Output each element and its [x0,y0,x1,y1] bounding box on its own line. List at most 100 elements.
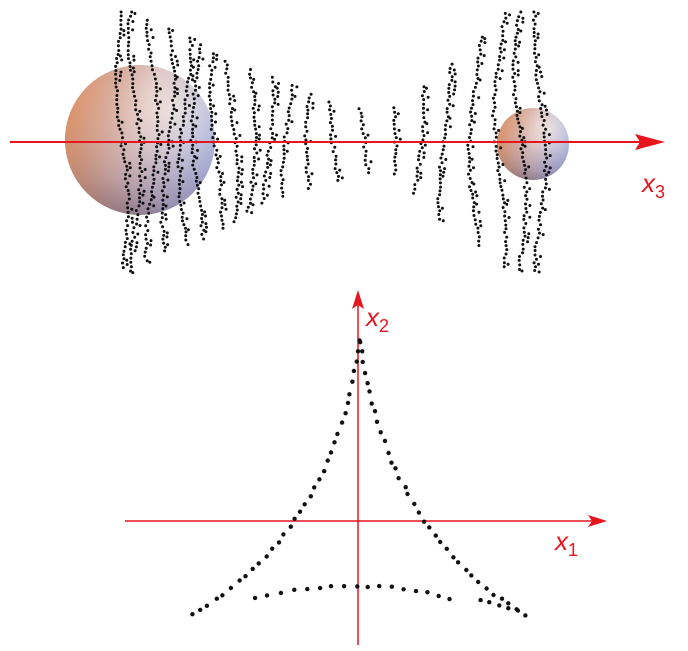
point [329,112,333,116]
point [114,64,118,68]
point [442,144,446,148]
point [542,91,546,95]
point [141,193,145,197]
point [496,161,500,165]
point [167,27,171,31]
point [275,86,279,90]
point [160,216,164,220]
point [537,65,541,69]
point [153,77,157,81]
point [537,218,541,222]
point [136,232,140,236]
point [173,77,177,81]
point [253,98,257,102]
point [504,40,507,44]
point [290,120,294,124]
point [125,258,129,262]
point [473,85,477,89]
point [235,153,239,157]
point [129,247,133,251]
point [188,40,192,44]
point [543,208,547,212]
point [536,12,540,15]
point [310,172,314,176]
point [184,238,188,242]
point [124,185,128,189]
point [198,47,202,51]
point [284,122,288,126]
point [249,68,252,71]
point [438,177,442,181]
point [176,165,180,169]
point [279,173,283,177]
point [166,151,170,155]
point [416,510,422,515]
point [181,115,185,119]
point [116,110,120,114]
point [154,94,158,98]
point [276,95,280,98]
point [478,78,482,82]
point [182,201,186,205]
point [401,587,406,592]
point [479,224,483,228]
point [230,107,234,110]
point [128,65,132,68]
point [208,102,212,106]
point [305,154,309,158]
point [175,59,179,63]
point [547,187,551,191]
point [162,233,166,237]
point [389,584,394,589]
point [118,36,122,40]
point [240,172,244,176]
point [253,147,256,151]
point [440,152,444,156]
point [517,258,521,262]
point [254,143,258,147]
point [234,212,238,216]
point [361,132,365,136]
point [249,180,253,184]
x1-arrow [588,515,607,527]
point [495,157,499,160]
point [251,171,255,175]
point [173,122,177,126]
point [514,97,518,101]
point [265,193,269,197]
point [536,81,539,85]
point [192,97,196,101]
point [210,114,213,118]
point [477,96,481,100]
point [494,88,498,92]
point [496,67,500,71]
point [266,149,270,153]
point [393,159,397,163]
point [121,152,125,156]
point [163,245,167,249]
point [114,85,118,89]
point [126,31,130,35]
point [355,584,360,589]
point [235,204,239,208]
point [214,112,218,116]
point [268,176,272,179]
point [156,137,160,141]
point [521,151,525,155]
point [270,105,274,109]
point [363,136,367,140]
point [426,108,430,112]
point [471,103,475,107]
point [534,265,537,269]
point [493,84,497,88]
point [514,35,518,39]
point [393,155,397,159]
point [162,160,166,164]
point [178,187,182,191]
point [156,115,159,119]
point [441,148,445,152]
point [307,96,311,100]
point [134,245,138,249]
point [269,146,273,149]
point [516,60,520,64]
